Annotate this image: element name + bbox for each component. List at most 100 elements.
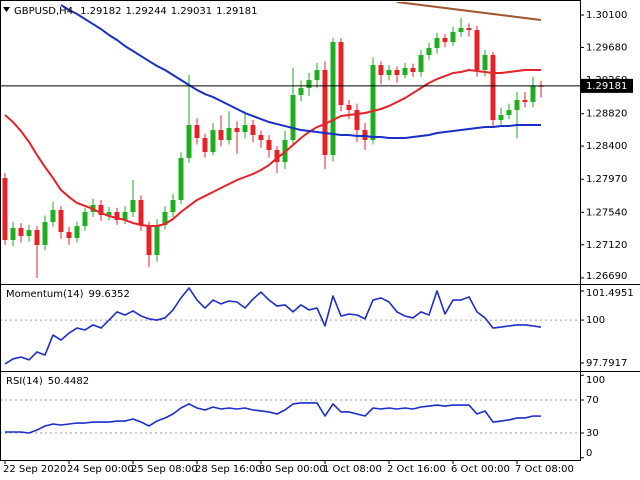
candle-body: [330, 42, 336, 156]
candle-body: [122, 211, 128, 221]
candle-body: [314, 69, 320, 81]
candle-body: [210, 130, 216, 153]
candle-body: [474, 30, 480, 70]
indicator-line: [396, 2, 542, 22]
candle-body: [114, 211, 120, 221]
candle-body: [378, 65, 384, 76]
candle-body: [418, 55, 424, 72]
y-tick-label: 1.27540: [586, 207, 627, 218]
indicator-line: [4, 287, 542, 365]
candle-body: [242, 125, 248, 132]
candle-body: [386, 69, 392, 76]
candle-body: [298, 88, 304, 96]
x-tick-label: 30 Sep 00:00: [259, 464, 326, 475]
candle-body: [346, 104, 352, 111]
y-tick-label: 100: [586, 375, 605, 386]
candle-body: [514, 99, 520, 111]
y-tick-label: 97.7917: [586, 358, 627, 369]
y-tick-label: 1.27970: [586, 174, 627, 185]
candle-body: [442, 38, 448, 43]
current-price-label: 1.29181: [586, 81, 627, 92]
x-tick-label: 7 Oct 08:00: [515, 464, 574, 475]
x-tick-label: 28 Sep 16:00: [195, 464, 262, 475]
y-tick-label: 1.28400: [586, 141, 627, 152]
candle-body: [162, 211, 168, 226]
price-label-box: [581, 78, 633, 93]
candle-body: [370, 65, 376, 140]
candle-body: [322, 69, 328, 156]
x-tick-label: 22 Sep 2020: [3, 464, 66, 475]
ohlc-value: 1.29244: [125, 6, 166, 17]
panel: [1, 399, 580, 434]
panel-header: RSI(14) 50.4482: [6, 376, 89, 387]
candle-body: [58, 209, 64, 232]
ohlc-value: 1.29181: [216, 6, 257, 17]
x-tick-label: 1 Oct 08:00: [323, 464, 382, 475]
candle-body: [274, 150, 280, 163]
y-tick-label: 100: [586, 315, 605, 326]
indicator-line: [4, 68, 541, 228]
candle-body: [154, 225, 160, 256]
candle-body: [138, 199, 144, 226]
candle-body: [450, 31, 456, 43]
plot-frame: [0, 0, 581, 461]
candle-body: [146, 225, 152, 256]
candle-body: [50, 209, 56, 223]
candle-body: [434, 38, 440, 49]
panel-header: Momentum(14) 99.6352: [6, 289, 130, 300]
candle-body: [66, 231, 72, 238]
candle-body: [290, 95, 296, 140]
candle-body: [26, 230, 32, 236]
candle-body: [482, 55, 488, 70]
candle-body: [394, 69, 400, 76]
candle-body: [410, 67, 416, 72]
y-tick-label: 1.29680: [586, 42, 627, 53]
candle-body: [258, 134, 264, 140]
candle-body: [2, 178, 8, 240]
y-tick-label: 1.28820: [586, 109, 627, 120]
panel-title: Momentum(14): [6, 289, 84, 300]
candle-body: [194, 125, 200, 138]
candle-body: [106, 211, 112, 216]
candle-body: [186, 125, 192, 159]
candle-body: [178, 158, 184, 200]
candle-body: [226, 128, 232, 140]
candle-body: [234, 128, 240, 132]
candle-body: [306, 80, 312, 89]
candle-body: [466, 28, 472, 31]
panel-title: RSI(14): [6, 376, 43, 387]
candle-body: [426, 48, 432, 56]
candle-body: [266, 139, 272, 151]
menu-triangle: [3, 7, 10, 12]
candle-body: [458, 28, 464, 32]
indicator-line: [60, 4, 541, 139]
candle-body: [202, 137, 208, 153]
ohlc-value: 1.29031: [171, 6, 212, 17]
panel-title: GBPUSD,H4: [14, 6, 73, 17]
candle-body: [74, 226, 80, 238]
candle-body: [506, 110, 512, 116]
panel: [1, 287, 580, 365]
ohlc-value: 1.29182: [80, 6, 121, 17]
candle-body: [498, 115, 504, 121]
x-tick-label: 24 Sep 00:00: [67, 464, 134, 475]
candle-body: [250, 125, 256, 135]
y-tick-label: 0: [586, 448, 592, 459]
candle-body: [130, 199, 136, 212]
y-tick-label: 1.27120: [586, 240, 627, 251]
candle-body: [10, 228, 16, 240]
candle-body: [170, 199, 176, 212]
y-tick-label: 1.26690: [586, 271, 627, 282]
candle-body: [522, 99, 528, 102]
y-tick-label: 101.4951: [586, 288, 634, 299]
candle-body: [82, 211, 88, 227]
candle-body: [402, 67, 408, 76]
x-tick-label: 25 Sep 08:00: [131, 464, 198, 475]
y-tick-label: 30: [586, 428, 599, 439]
indicator-line: [5, 402, 542, 434]
candle-body: [354, 110, 360, 131]
indicator-value: 50.4482: [48, 376, 89, 387]
y-tick-label: 1.30100: [586, 10, 627, 21]
candle-body: [34, 230, 40, 245]
